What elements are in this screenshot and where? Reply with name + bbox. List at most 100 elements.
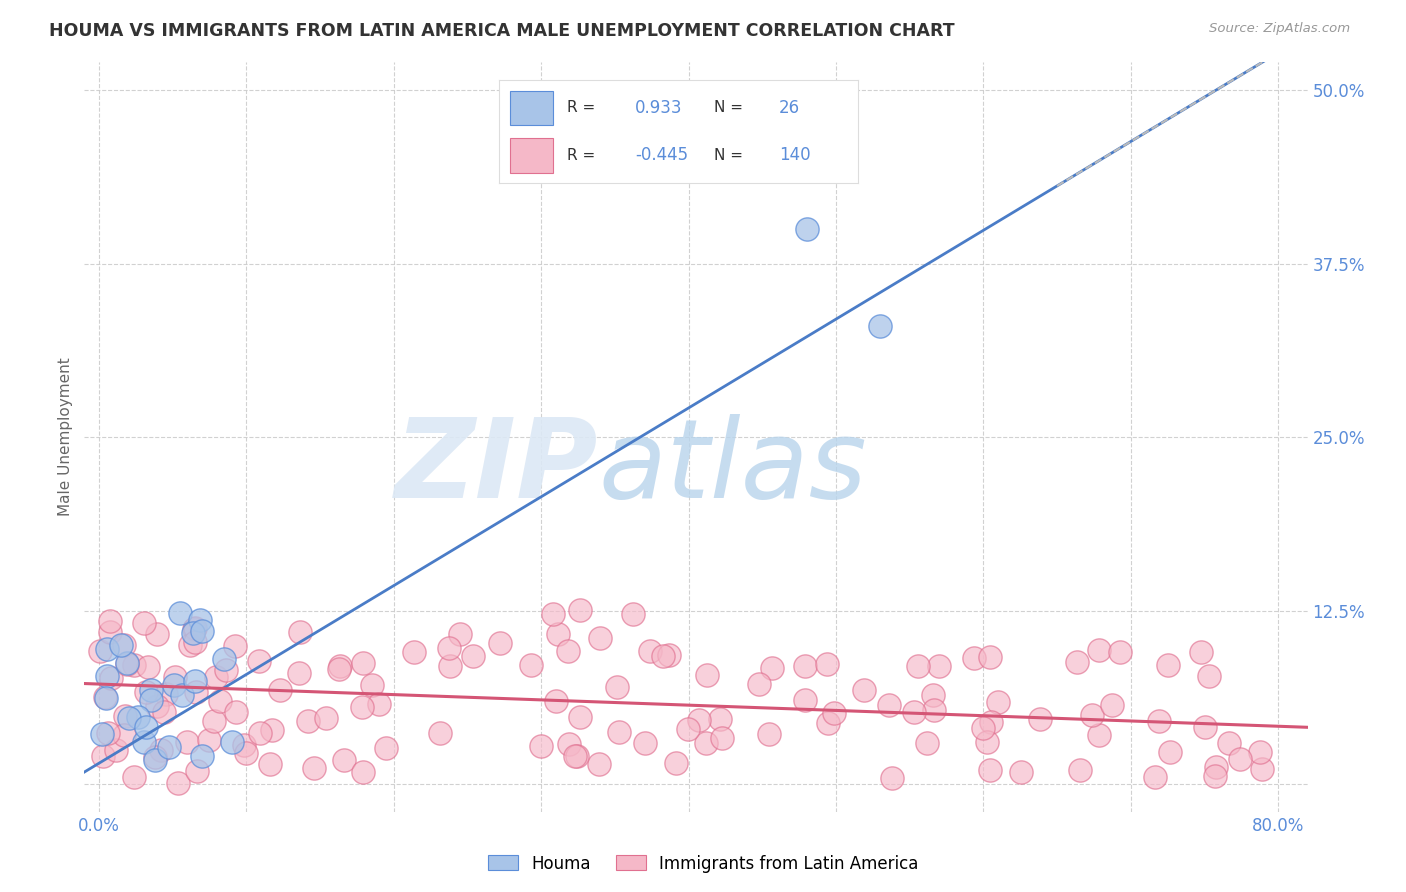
Point — [1109, 645, 1132, 659]
Text: 26: 26 — [779, 99, 800, 117]
Point — [98, 615, 121, 629]
Text: 0.933: 0.933 — [636, 99, 683, 117]
Point — [179, 638, 201, 652]
Point — [544, 694, 567, 708]
Point — [437, 640, 460, 655]
Point — [922, 703, 945, 717]
Point — [145, 627, 167, 641]
Point — [962, 650, 984, 665]
Point — [658, 648, 681, 662]
Point — [224, 640, 246, 654]
Point — [186, 685, 208, 699]
Point — [1218, 736, 1240, 750]
Point — [139, 682, 162, 697]
Point — [89, 643, 111, 657]
Point — [907, 659, 929, 673]
Point — [136, 659, 159, 673]
Point — [165, 670, 187, 684]
Point — [352, 699, 374, 714]
Point — [163, 678, 186, 692]
Point — [115, 657, 138, 671]
Point — [114, 708, 136, 723]
Point — [98, 624, 121, 639]
Point — [987, 695, 1010, 709]
Point — [352, 657, 374, 671]
Point — [547, 626, 569, 640]
Point — [153, 705, 176, 719]
Point — [96, 668, 118, 682]
Point — [869, 319, 891, 334]
Point — [135, 720, 157, 734]
Point — [541, 607, 564, 621]
Point — [634, 736, 657, 750]
Point — [112, 638, 135, 652]
Point — [817, 716, 839, 731]
Point — [558, 738, 581, 752]
Point — [638, 644, 661, 658]
Point — [569, 710, 592, 724]
Text: Source: ZipAtlas.com: Source: ZipAtlas.com — [1209, 22, 1350, 36]
Point — [589, 631, 612, 645]
Point — [710, 731, 733, 746]
Point — [352, 765, 374, 780]
Point — [979, 649, 1001, 664]
Point — [186, 764, 208, 778]
Point — [676, 723, 699, 737]
Point — [709, 712, 731, 726]
Text: R =: R = — [567, 148, 596, 162]
Point — [1066, 655, 1088, 669]
Point — [155, 687, 177, 701]
Point — [135, 685, 157, 699]
Point — [184, 621, 207, 635]
Text: -0.445: -0.445 — [636, 146, 689, 164]
Point — [225, 705, 247, 719]
Point — [1205, 760, 1227, 774]
Legend: Houma, Immigrants from Latin America: Houma, Immigrants from Latin America — [481, 848, 925, 880]
Point — [202, 714, 225, 728]
Point — [247, 654, 270, 668]
Point — [170, 689, 193, 703]
Point — [1147, 714, 1170, 728]
Point — [259, 756, 281, 771]
Point — [404, 645, 426, 659]
Point — [815, 657, 838, 671]
Point — [288, 625, 311, 640]
Point — [823, 706, 845, 721]
Point — [748, 677, 770, 691]
Point — [208, 694, 231, 708]
Point — [96, 641, 118, 656]
Point — [695, 736, 717, 750]
Point — [665, 756, 688, 770]
Point — [794, 692, 817, 706]
Point — [696, 668, 718, 682]
Point — [97, 726, 120, 740]
Point — [651, 648, 673, 663]
Point — [1101, 698, 1123, 712]
Point — [488, 636, 510, 650]
Point — [520, 658, 543, 673]
Text: N =: N = — [714, 101, 744, 115]
Point — [91, 749, 114, 764]
Point — [184, 635, 207, 649]
Point — [1204, 769, 1226, 783]
Point — [1081, 708, 1104, 723]
Point — [1194, 720, 1216, 734]
Point — [214, 663, 236, 677]
Point — [328, 662, 350, 676]
Point — [127, 710, 149, 724]
Point — [758, 727, 780, 741]
Point — [297, 714, 319, 728]
Point — [761, 661, 783, 675]
Point — [139, 692, 162, 706]
Point — [302, 761, 325, 775]
Point — [1250, 762, 1272, 776]
Point — [118, 711, 141, 725]
Point — [90, 727, 112, 741]
Point — [565, 748, 588, 763]
Point — [149, 743, 172, 757]
Point — [879, 698, 901, 712]
Point — [134, 735, 156, 749]
Point — [188, 613, 211, 627]
Point — [100, 671, 122, 685]
Point — [1088, 643, 1111, 657]
